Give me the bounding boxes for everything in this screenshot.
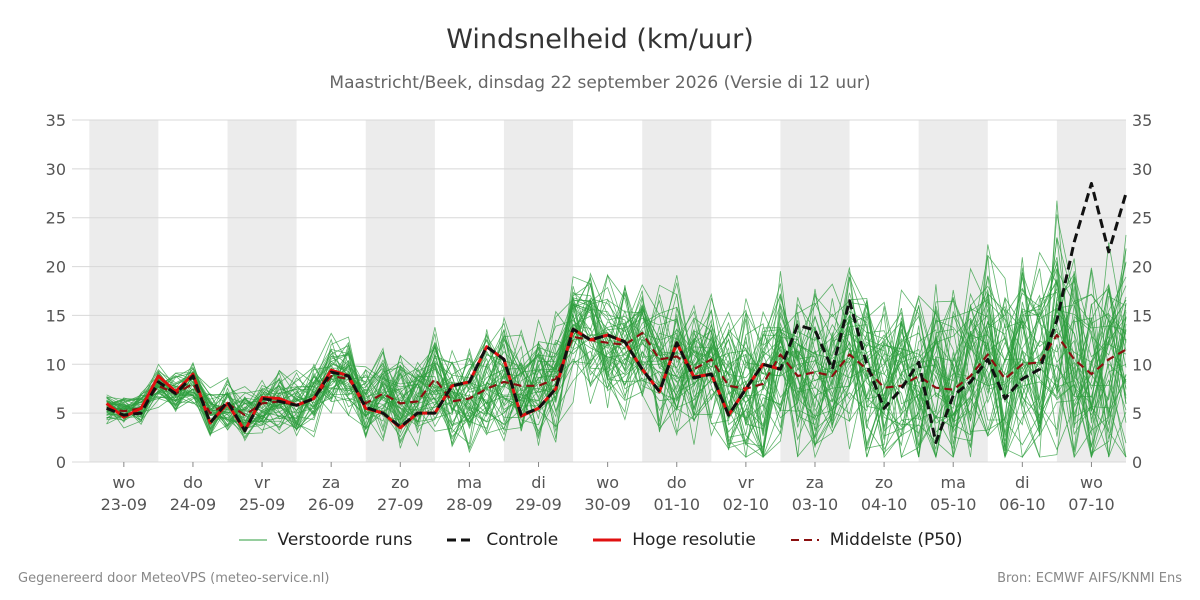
ensemble-member-line [106,290,1127,458]
x-tick-date: 24-09 [170,495,217,514]
y-tick-label-right: 35 [1132,111,1152,130]
chart-subtitle: Maastricht/Beek, dinsdag 22 september 20… [329,73,871,93]
y-tick-label-left: 5 [56,404,66,423]
x-tick-date: 06-10 [999,495,1046,514]
legend-median: Middelste (P50) [790,530,963,550]
ensemble-member-line [106,280,1127,453]
footer-source: Bron: ECMWF AIFS/KNMI Ens [997,571,1182,586]
x-tick-day: za [806,473,824,492]
y-tick-label-left: 35 [46,111,66,130]
y-tick-label-left: 15 [46,306,66,325]
x-tick-day: ma [941,473,966,492]
ensemble-member-line [106,214,1127,458]
main-series [105,182,1128,444]
legend-high-res-label: Hoge resolutie [632,530,756,550]
x-tick-date: 30-09 [584,495,631,514]
ensemble-member-line [106,257,1127,446]
x-tick-day: di [1015,473,1030,492]
y-tick-label-right: 30 [1132,160,1152,179]
y-tick-label-right: 15 [1132,306,1152,325]
x-tick-date: 29-09 [515,495,562,514]
y-tick-label-left: 0 [56,453,66,472]
x-tick-day: za [322,473,340,492]
x-tick-day: wo [112,473,135,492]
legend-ensemble-label: Verstoorde runs [277,530,413,550]
axes: 0 0 5 5 10 10 15 15 20 20 25 25 30 30 35 35 wo 23-09 do 24-… [46,111,1153,514]
x-tick-date: 23-09 [101,495,148,514]
x-tick-day: wo [1080,473,1103,492]
y-tick-label-right: 0 [1132,453,1142,472]
x-tick-date: 07-10 [1068,495,1115,514]
legend-ensemble: Verstoorde runs [238,530,413,550]
x-tick-date: 26-09 [308,495,355,514]
y-tick-label-right: 25 [1132,209,1152,228]
footer-generated-by: Gegenereerd door MeteoVPS (meteo-service… [18,571,330,586]
x-tick-date: 03-10 [792,495,839,514]
x-tick-date: 28-09 [446,495,493,514]
y-tick-label-right: 10 [1132,355,1152,374]
legend-high-res: Hoge resolutie [592,530,756,550]
x-tick-day: ma [457,473,482,492]
y-tick-label-left: 10 [46,355,66,374]
x-tick-day: do [183,473,203,492]
x-tick-date: 25-09 [239,495,286,514]
median-line [106,331,1127,417]
x-tick-day: do [667,473,687,492]
ensemble-member-line [106,270,1127,448]
day-shade [642,120,712,462]
x-tick-day: vr [738,473,754,492]
y-tick-label-right: 20 [1132,258,1152,277]
legend-high-res-swatch [593,538,622,542]
x-tick-day: wo [596,473,619,492]
y-tick-label-left: 25 [46,209,66,228]
ensemble-member-line [106,261,1127,459]
x-tick-date: 04-10 [861,495,908,514]
x-tick-day: zo [875,473,893,492]
ensemble-member-line [106,276,1127,458]
ensemble-member-line [106,249,1127,459]
x-tick-date: 01-10 [654,495,701,514]
x-tick-day: vr [254,473,270,492]
chart-title: Windsnelheid (km/uur) [446,24,754,55]
legend-control: Controle [446,530,558,550]
legend-median-swatch [790,539,819,541]
x-tick-date: 05-10 [930,495,977,514]
legend-control-label: Controle [486,530,559,550]
ensemble-member-line [106,279,1127,451]
ensemble-member-line [106,286,1127,458]
y-tick-label-left: 20 [46,258,66,277]
legend-ensemble-swatch [238,539,267,541]
legend-median-label: Middelste (P50) [829,530,963,550]
y-tick-label-right: 5 [1132,404,1142,423]
x-tick-date: 27-09 [377,495,424,514]
y-tick-label-left: 30 [46,160,66,179]
x-tick-day: di [531,473,546,492]
x-tick-day: zo [391,473,409,492]
chart-legend: Verstoorde runs Controle Hoge resolutie … [0,530,1200,550]
x-tick-date: 02-10 [723,495,770,514]
legend-control-swatch [447,538,476,542]
